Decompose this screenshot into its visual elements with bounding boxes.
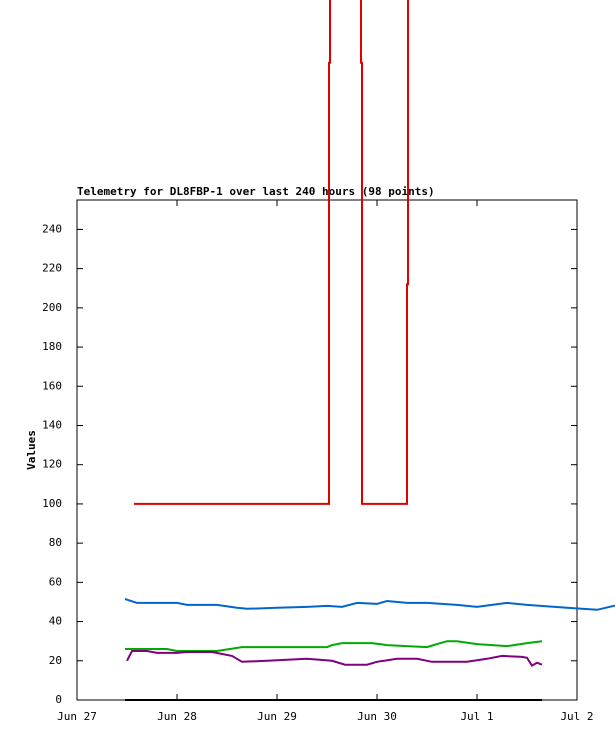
x-tick-label: Jun 27 — [57, 710, 97, 723]
y-tick-label: 0 — [55, 693, 62, 706]
series-line — [126, 650, 543, 668]
y-tick-label: 180 — [42, 340, 62, 353]
x-tick-label: Jul 2 — [560, 710, 593, 723]
series-line — [134, 0, 409, 505]
series-line — [124, 598, 615, 611]
x-tick-label: Jun 30 — [357, 710, 397, 723]
x-tick-label: Jul 1 — [460, 710, 493, 723]
y-tick-label: 140 — [42, 418, 62, 431]
y-tick-label: 40 — [49, 615, 62, 628]
chart-title: Telemetry for DL8FBP-1 over last 240 hou… — [77, 185, 435, 198]
x-tick-label: Jun 29 — [257, 710, 297, 723]
y-tick-label: 160 — [42, 379, 62, 392]
y-tick-label: 100 — [42, 497, 62, 510]
y-tick-label: 60 — [49, 575, 62, 588]
y-tick-label: 120 — [42, 458, 62, 471]
y-tick-label: 220 — [42, 262, 62, 275]
y-tick-label: 20 — [49, 654, 62, 667]
y-axis-label: Values — [25, 430, 38, 470]
plot-frame — [76, 199, 578, 701]
y-tick-label: 80 — [49, 536, 62, 549]
y-tick-label: 240 — [42, 222, 62, 235]
series-line — [125, 640, 543, 652]
x-tick-label: Jun 28 — [157, 710, 197, 723]
y-tick-label: 200 — [42, 301, 62, 314]
